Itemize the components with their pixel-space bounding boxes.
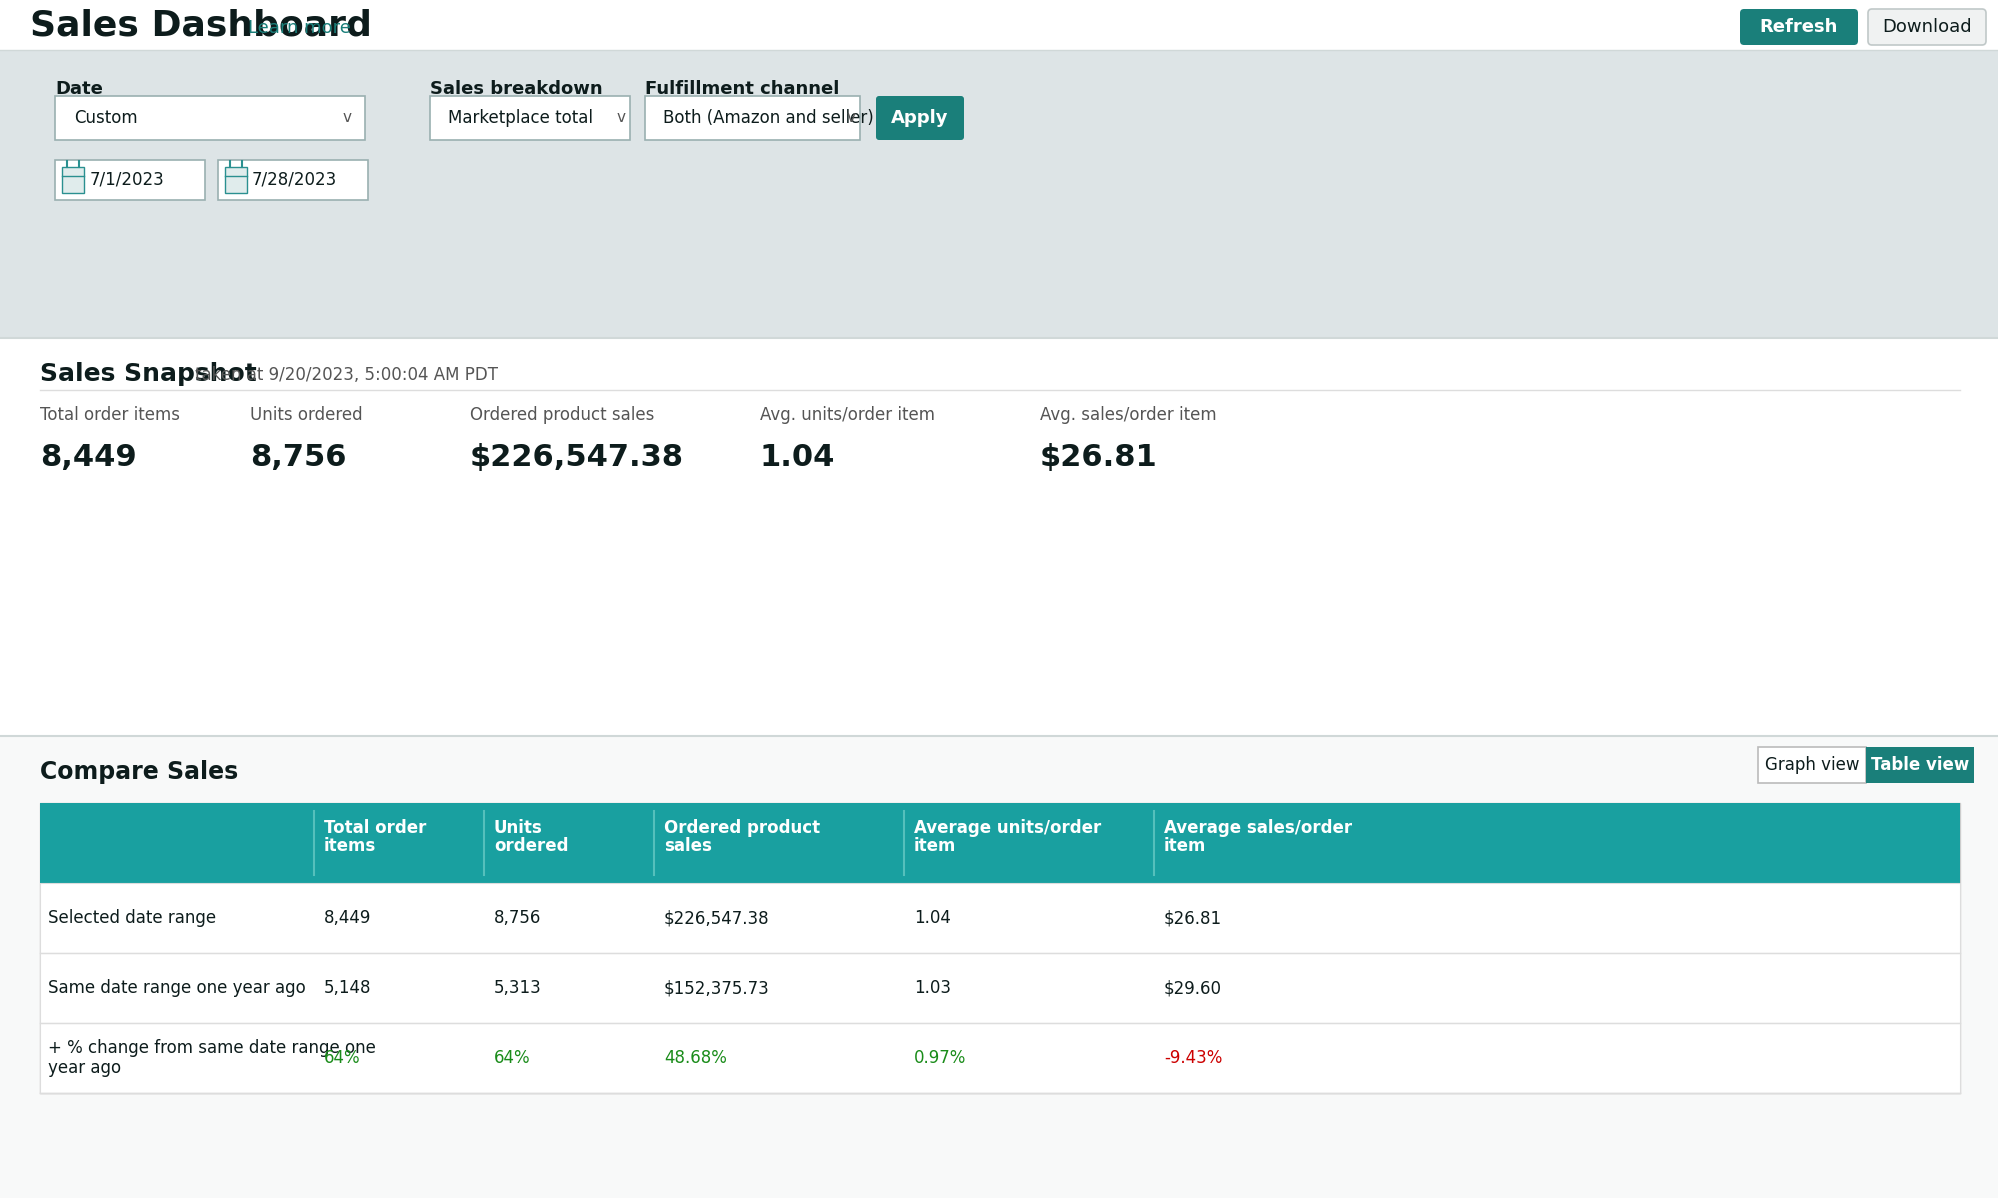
Text: 7/1/2023: 7/1/2023 — [90, 171, 164, 189]
Text: Units: Units — [494, 819, 543, 837]
Text: Average units/order: Average units/order — [913, 819, 1101, 837]
Text: 7/28/2023: 7/28/2023 — [252, 171, 338, 189]
Text: 5,313: 5,313 — [494, 979, 541, 997]
Bar — [0, 736, 1998, 1198]
Text: Refresh: Refresh — [1758, 18, 1838, 36]
Text: Fulfillment channel: Fulfillment channel — [645, 80, 839, 98]
Text: Sales breakdown: Sales breakdown — [430, 80, 601, 98]
Text: Units ordered: Units ordered — [250, 406, 362, 424]
Text: v: v — [847, 110, 855, 126]
Text: taken at 9/20/2023, 5:00:04 AM PDT: taken at 9/20/2023, 5:00:04 AM PDT — [196, 367, 498, 385]
FancyBboxPatch shape — [1866, 10, 1984, 46]
Text: 8,449: 8,449 — [40, 443, 136, 472]
Text: + % change from same date range one: + % change from same date range one — [48, 1039, 376, 1057]
Bar — [645, 96, 859, 140]
Text: 64%: 64% — [324, 1049, 360, 1067]
Bar — [62, 167, 84, 193]
Text: Total order items: Total order items — [40, 406, 180, 424]
Bar — [0, 50, 1998, 338]
Text: item: item — [913, 837, 955, 855]
Bar — [1864, 748, 1972, 783]
Text: Marketplace total: Marketplace total — [448, 109, 593, 127]
Text: Avg. units/order item: Avg. units/order item — [759, 406, 935, 424]
Text: year ago: year ago — [48, 1059, 122, 1077]
FancyBboxPatch shape — [1738, 10, 1856, 46]
Text: ordered: ordered — [494, 837, 567, 855]
Bar — [1756, 748, 1864, 783]
Bar — [226, 167, 248, 193]
Text: Apply: Apply — [891, 109, 949, 127]
Bar — [56, 96, 366, 140]
Bar — [40, 1023, 1958, 1093]
Bar — [56, 161, 206, 200]
FancyBboxPatch shape — [875, 96, 963, 140]
Text: 1.03: 1.03 — [913, 979, 951, 997]
Text: Selected date range: Selected date range — [48, 909, 216, 927]
Bar — [40, 952, 1958, 1023]
Text: Avg. sales/order item: Avg. sales/order item — [1039, 406, 1217, 424]
Bar — [430, 96, 629, 140]
Bar — [40, 803, 1958, 883]
Text: Ordered product: Ordered product — [663, 819, 819, 837]
Bar — [0, 338, 1998, 738]
Text: Custom: Custom — [74, 109, 138, 127]
Text: Both (Amazon and seller): Both (Amazon and seller) — [663, 109, 873, 127]
Text: item: item — [1163, 837, 1205, 855]
Bar — [0, 0, 1998, 50]
Bar — [40, 883, 1958, 952]
Text: sales: sales — [663, 837, 711, 855]
Text: v: v — [344, 110, 352, 126]
Text: 1.04: 1.04 — [759, 443, 835, 472]
Text: Graph view: Graph view — [1764, 756, 1858, 774]
Text: -9.43%: -9.43% — [1163, 1049, 1221, 1067]
Text: Same date range one year ago: Same date range one year ago — [48, 979, 306, 997]
Text: 5,148: 5,148 — [324, 979, 372, 997]
Text: $226,547.38: $226,547.38 — [663, 909, 769, 927]
Text: $26.81: $26.81 — [1039, 443, 1157, 472]
Text: Table view: Table view — [1870, 756, 1968, 774]
Text: 64%: 64% — [494, 1049, 529, 1067]
Text: $29.60: $29.60 — [1163, 979, 1221, 997]
Text: $226,547.38: $226,547.38 — [470, 443, 683, 472]
Text: 8,756: 8,756 — [494, 909, 541, 927]
Text: 0.97%: 0.97% — [913, 1049, 965, 1067]
Text: Average sales/order: Average sales/order — [1163, 819, 1351, 837]
Text: Compare Sales: Compare Sales — [40, 760, 238, 783]
Text: Sales Dashboard: Sales Dashboard — [30, 8, 372, 42]
Text: 48.68%: 48.68% — [663, 1049, 727, 1067]
Text: 8,449: 8,449 — [324, 909, 372, 927]
Text: Ordered product sales: Ordered product sales — [470, 406, 653, 424]
Text: Learn more: Learn more — [248, 19, 352, 37]
Bar — [218, 161, 368, 200]
Text: items: items — [324, 837, 376, 855]
Text: 8,756: 8,756 — [250, 443, 346, 472]
Text: $26.81: $26.81 — [1163, 909, 1221, 927]
Bar — [40, 803, 1958, 1093]
Text: Sales Snapshot: Sales Snapshot — [40, 362, 256, 386]
Text: Total order: Total order — [324, 819, 426, 837]
Text: $152,375.73: $152,375.73 — [663, 979, 769, 997]
Text: Download: Download — [1882, 18, 1970, 36]
Text: Date: Date — [56, 80, 102, 98]
Text: v: v — [617, 110, 625, 126]
Text: 1.04: 1.04 — [913, 909, 951, 927]
